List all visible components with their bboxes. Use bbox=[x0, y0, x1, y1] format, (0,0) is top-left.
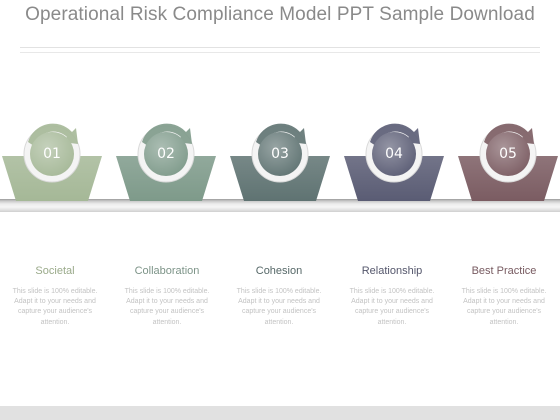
step-5-description: This slide is 100% editable. Adapt it to… bbox=[461, 288, 547, 326]
step-1-description: This slide is 100% editable. Adapt it to… bbox=[12, 288, 98, 326]
step-disc-highlight bbox=[144, 132, 188, 176]
step-4-description: This slide is 100% editable. Adapt it to… bbox=[349, 288, 435, 326]
step-5: 05 bbox=[458, 118, 558, 202]
step-2-description: This slide is 100% editable. Adapt it to… bbox=[124, 288, 210, 326]
step-4-label: Relationship bbox=[361, 265, 423, 277]
step-2: 02 bbox=[116, 118, 216, 202]
step-disc-highlight bbox=[486, 132, 530, 176]
step-3-description: This slide is 100% editable. Adapt it to… bbox=[236, 288, 322, 326]
step-2-badge-shape bbox=[116, 123, 216, 201]
step-4-badge-shape bbox=[344, 123, 444, 201]
step-1-number: 01 bbox=[43, 146, 61, 162]
page-title: Operational Risk Compliance Model PPT Sa… bbox=[25, 4, 535, 25]
step-2-label: Collaboration bbox=[134, 265, 200, 277]
step-disc-highlight bbox=[30, 132, 74, 176]
base-shelf bbox=[0, 199, 560, 212]
footer-band bbox=[0, 406, 560, 420]
step-1-label: Societal bbox=[35, 265, 75, 277]
step-4-number: 04 bbox=[385, 146, 403, 162]
step-1: 01 bbox=[2, 118, 102, 202]
step-2-number: 02 bbox=[157, 146, 175, 162]
step-3-label: Cohesion bbox=[255, 265, 303, 277]
step-3: 03 bbox=[230, 118, 330, 202]
step-disc-highlight bbox=[372, 132, 416, 176]
step-1-badge-shape bbox=[2, 123, 102, 201]
step-5-number: 05 bbox=[499, 146, 517, 162]
step-3-badge-shape bbox=[230, 123, 330, 201]
step-5-label: Best Practice bbox=[471, 265, 537, 277]
step-4: 04 bbox=[344, 118, 444, 202]
step-3-number: 03 bbox=[271, 146, 289, 162]
title-divider bbox=[20, 47, 540, 53]
step-disc-highlight bbox=[258, 132, 302, 176]
step-5-badge-shape bbox=[458, 123, 558, 201]
